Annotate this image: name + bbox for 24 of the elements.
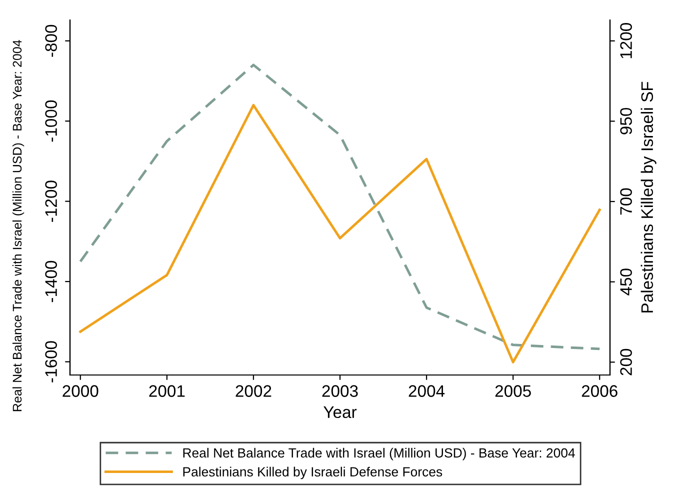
y-tick-label: -1400 (45, 260, 57, 302)
y2-tick-label: 450 (620, 268, 632, 296)
y2-tick-label: 200 (620, 348, 632, 376)
x-tick-label: 2004 (408, 385, 445, 397)
legend-label: Palestinians Killed by Israeli Defense Forces (183, 466, 442, 480)
x-tick-label: 2002 (236, 385, 272, 397)
y-axis-title: Real Net Balance Trade with Israel (Million USD) - Base Year: 2004 (12, 40, 24, 412)
y2-tick-label: 1200 (620, 22, 632, 58)
y-tick-label: -800 (45, 24, 57, 57)
x-axis-title: Year (324, 406, 357, 418)
x-tick-label: 2000 (62, 385, 98, 397)
x-tick-label: 2006 (582, 385, 618, 397)
y2-axis-title: Palestinians Killed by Israeli SF (640, 82, 656, 312)
y-tick-label: -1200 (45, 180, 57, 222)
y2-tick-label: 700 (620, 188, 632, 215)
y-tick-label: -1000 (45, 100, 57, 142)
x-tick-label: 2003 (322, 385, 358, 397)
legend-label: Real Net Balance Trade with Israel (Million USD) - Base Year: 2004 (183, 448, 575, 460)
x-tick-label: 2005 (495, 385, 531, 397)
y-tick-label: -1600 (45, 341, 57, 382)
x-tick-label: 2001 (149, 385, 185, 397)
line-series (79, 64, 601, 350)
line-series (79, 104, 601, 364)
y2-tick-label: 950 (620, 108, 632, 134)
